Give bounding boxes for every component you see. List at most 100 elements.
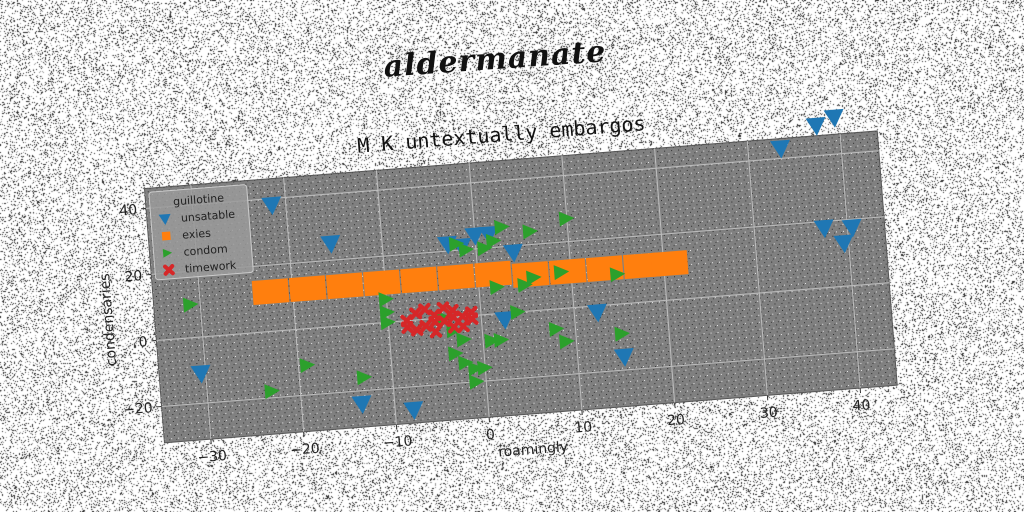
- y-tick-label: 20: [124, 268, 143, 285]
- data-point-exies: [474, 260, 513, 288]
- data-point-unsatable: [805, 116, 826, 136]
- data-point-timework: [418, 302, 432, 316]
- data-point-timework: [428, 315, 442, 329]
- data-point-unsatable: [502, 243, 523, 263]
- data-point-condom: [526, 270, 542, 286]
- x-tick-label: −30: [197, 448, 228, 466]
- data-point-condom: [484, 333, 500, 349]
- data-point-unsatable: [261, 196, 282, 216]
- data-point-condom: [548, 321, 565, 337]
- series-unsatable: [190, 108, 862, 420]
- data-point-timework: [447, 320, 461, 334]
- data-point-condom: [493, 332, 510, 348]
- legend-marker-unsatable: [158, 213, 171, 226]
- data-point-condom: [182, 297, 199, 313]
- data-point-unsatable: [613, 348, 634, 367]
- data-point-timework: [437, 314, 451, 328]
- legend-title: guillotine: [173, 191, 225, 208]
- data-point-unsatable: [770, 139, 790, 159]
- data-point-unsatable: [823, 108, 844, 128]
- y-gridline: [161, 348, 895, 407]
- x-axis-label: roamingly: [498, 439, 569, 460]
- x-tick-label: 10: [574, 419, 593, 436]
- y-axis-label: condensaries: [97, 273, 120, 367]
- series-condom: [182, 211, 631, 400]
- data-point-condom: [467, 361, 484, 377]
- data-point-condom: [448, 236, 465, 252]
- x-tick-label: 30: [759, 405, 778, 422]
- data-point-condom: [559, 334, 575, 350]
- data-point-condom: [456, 332, 472, 348]
- data-point-timework: [465, 305, 479, 319]
- x-tick-label: 20: [667, 412, 686, 429]
- data-point-condom: [448, 346, 464, 362]
- x-tick-label: 40: [852, 397, 871, 414]
- data-point-condom: [458, 355, 474, 371]
- x-gridline: [839, 133, 861, 389]
- data-point-condom: [264, 384, 280, 400]
- data-point-exies: [437, 263, 475, 291]
- data-point-unsatable: [320, 234, 341, 254]
- axes-group: −30 −20 −10 0 10 20 30 40 −20 0 20 40 M K untextual…: [97, 108, 898, 466]
- data-point-unsatable: [403, 401, 424, 420]
- data-point-timework: [400, 320, 414, 334]
- data-point-condom: [446, 323, 462, 339]
- data-point-exies: [400, 266, 438, 294]
- data-point-condom: [356, 370, 373, 386]
- data-point-timework: [436, 301, 450, 315]
- legend-marker-exies: [161, 231, 171, 241]
- data-point-condom: [477, 241, 493, 257]
- data-point-condom: [517, 277, 533, 293]
- data-point-condom: [299, 358, 316, 374]
- data-point-condom: [489, 280, 506, 296]
- y-tick-label: −20: [123, 400, 154, 418]
- data-point-unsatable: [813, 219, 834, 239]
- data-point-unsatable: [351, 395, 372, 414]
- data-point-unsatable: [841, 218, 862, 238]
- data-point-unsatable: [494, 310, 515, 330]
- legend-marker-timework: [163, 264, 175, 276]
- data-point-unsatable: [190, 364, 211, 384]
- legend-label-timework: timework: [184, 259, 237, 276]
- data-point-condom: [609, 267, 626, 283]
- data-point-condom: [553, 265, 570, 281]
- data-point-condom: [380, 315, 396, 331]
- legend-label-exies: exies: [182, 227, 212, 242]
- data-point-unsatable: [833, 234, 854, 254]
- data-point-condom: [458, 242, 475, 258]
- x-tick-label: −10: [382, 433, 413, 451]
- data-point-unsatable: [586, 303, 607, 323]
- legend-marker-condom: [162, 248, 173, 258]
- data-point-condom: [468, 374, 485, 390]
- data-point-condom: [378, 292, 394, 308]
- chart-title: M K untextually embargos: [356, 111, 646, 158]
- data-point-condom: [558, 211, 575, 227]
- data-point-timework: [429, 325, 443, 339]
- y-tick-label: 40: [119, 202, 138, 219]
- data-point-condom: [477, 360, 493, 376]
- data-point-condom: [485, 233, 502, 249]
- data-point-unsatable: [464, 226, 485, 246]
- data-point-condom: [494, 219, 510, 235]
- x-gridline: [283, 177, 305, 432]
- data-marks: [182, 108, 862, 420]
- x-tick-label: −20: [290, 441, 321, 459]
- data-point-exies: [288, 275, 327, 303]
- x-tick-label: 0: [485, 427, 495, 444]
- data-point-timework: [446, 310, 460, 324]
- data-point-condom: [614, 326, 631, 342]
- y-tick-label: 0: [138, 334, 148, 351]
- data-point-condom: [510, 305, 526, 321]
- data-point-exies: [325, 272, 364, 300]
- data-point-exies: [251, 278, 290, 305]
- x-gridline: [468, 162, 490, 418]
- data-point-timework: [455, 309, 470, 323]
- data-point-timework: [419, 319, 433, 333]
- data-point-timework: [409, 306, 423, 320]
- legend-label-condom: condom: [183, 242, 228, 258]
- data-point-exies: [650, 250, 689, 277]
- series-timework: [400, 301, 479, 339]
- data-point-condom: [522, 224, 538, 240]
